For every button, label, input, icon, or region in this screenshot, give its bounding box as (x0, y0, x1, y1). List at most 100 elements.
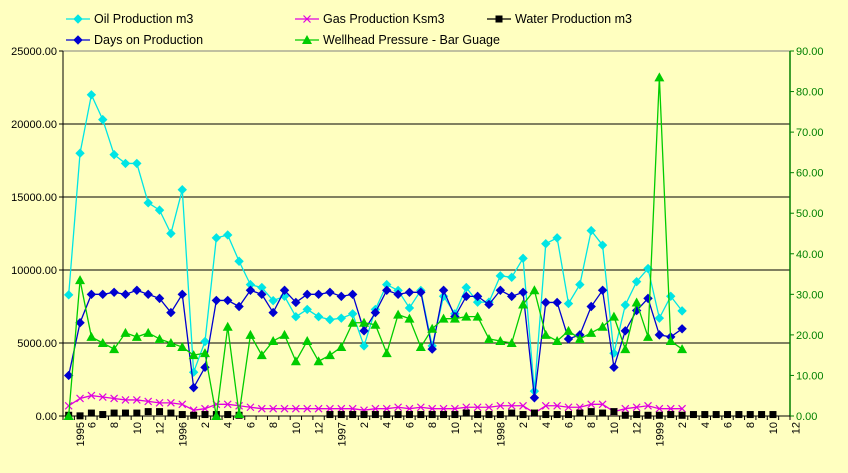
data-point (427, 344, 437, 354)
data-point (121, 409, 129, 417)
data-point (563, 334, 574, 344)
data-point (245, 329, 256, 339)
data-point-stroke (416, 403, 425, 412)
data-point (371, 404, 380, 413)
data-point (291, 404, 300, 413)
data-point (485, 403, 493, 412)
data-point (154, 293, 165, 304)
left-tick-label: 20000.00 (11, 119, 57, 131)
data-point (508, 409, 516, 417)
data-point (393, 289, 403, 300)
data-point (370, 307, 381, 318)
data-point (472, 311, 483, 321)
data-point (620, 300, 630, 310)
data-point (393, 309, 404, 319)
data-point (120, 289, 131, 300)
data-point-stroke (178, 400, 187, 409)
data-point-stroke (246, 403, 255, 412)
data-point (540, 329, 551, 339)
data-point (279, 285, 290, 295)
data-point (461, 291, 471, 302)
data-point (576, 409, 584, 417)
data-point (461, 282, 471, 293)
data-point (552, 233, 562, 243)
data-point (86, 90, 97, 100)
data-point (257, 289, 267, 300)
legend-entry: Gas Production Ksm3 (295, 12, 445, 26)
legend-label: Gas Production Ksm3 (323, 12, 445, 26)
data-point (313, 312, 324, 322)
right-tick-label: 70.00 (796, 127, 824, 139)
x-tick-label: 12 (314, 422, 326, 434)
data-point (381, 348, 392, 358)
data-point (462, 409, 470, 417)
data-point (383, 411, 391, 419)
data-point (98, 289, 108, 300)
data-point (268, 295, 278, 306)
data-point (586, 301, 596, 312)
data-point-stroke (428, 404, 437, 413)
data-point (506, 338, 517, 347)
data-point (324, 350, 335, 360)
data-point-stroke (201, 404, 209, 413)
data-point (496, 401, 505, 410)
data-point (110, 394, 119, 403)
data-point (133, 409, 141, 417)
left-tick-label: 10000.00 (11, 265, 57, 277)
axes: 0.00 5000.00 10000.00 15000.00 20000.00 25000… (11, 46, 823, 446)
data-point (483, 333, 494, 343)
data-point (655, 404, 664, 413)
data-point (234, 301, 244, 312)
data-point (518, 287, 528, 298)
data-point (167, 409, 175, 417)
data-point (121, 396, 130, 404)
data-point (268, 335, 279, 345)
x-tick-label: 1998 (495, 422, 507, 446)
data-point (631, 276, 642, 287)
data-point (394, 403, 403, 412)
data-point (563, 298, 574, 309)
data-point (746, 411, 754, 419)
data-point (678, 404, 687, 413)
legend-entry: Days on Production (66, 33, 203, 47)
data-point (575, 279, 585, 290)
data-point (155, 398, 164, 407)
data-point (211, 411, 222, 420)
data-point-stroke (632, 403, 641, 412)
x-tick-label: 12 (155, 422, 167, 434)
data-point (143, 327, 154, 337)
data-point-stroke (405, 404, 414, 413)
data-point-stroke (450, 404, 459, 413)
data-point-stroke (303, 404, 312, 413)
data-point (177, 342, 188, 352)
data-point (610, 408, 618, 416)
data-point (495, 335, 506, 345)
data-point (326, 411, 334, 419)
data-point (564, 411, 572, 419)
data-point (541, 401, 550, 410)
series-wellhead-pressure-bar-guage (63, 72, 688, 420)
legend-label: Wellhead Pressure - Bar Guage (323, 33, 500, 47)
data-point (654, 313, 665, 323)
data-point (336, 342, 347, 352)
x-tick-label: 8 (745, 422, 757, 428)
data-point (234, 408, 245, 418)
data-point (417, 411, 425, 419)
x-tick-label: 1997 (336, 422, 348, 446)
data-point-stroke (564, 403, 573, 412)
data-point (405, 404, 414, 413)
x-tick-label: 6 (86, 422, 98, 428)
legend-marker (73, 35, 83, 45)
data-point (224, 411, 232, 419)
data-point (336, 291, 347, 302)
data-point (98, 114, 108, 125)
data-point (223, 400, 232, 409)
data-point (724, 411, 732, 419)
data-point (211, 233, 222, 243)
data-point (347, 289, 358, 300)
data-point (143, 198, 153, 208)
data-point (632, 403, 641, 412)
data-point (200, 336, 210, 347)
data-point-stroke (235, 401, 243, 410)
